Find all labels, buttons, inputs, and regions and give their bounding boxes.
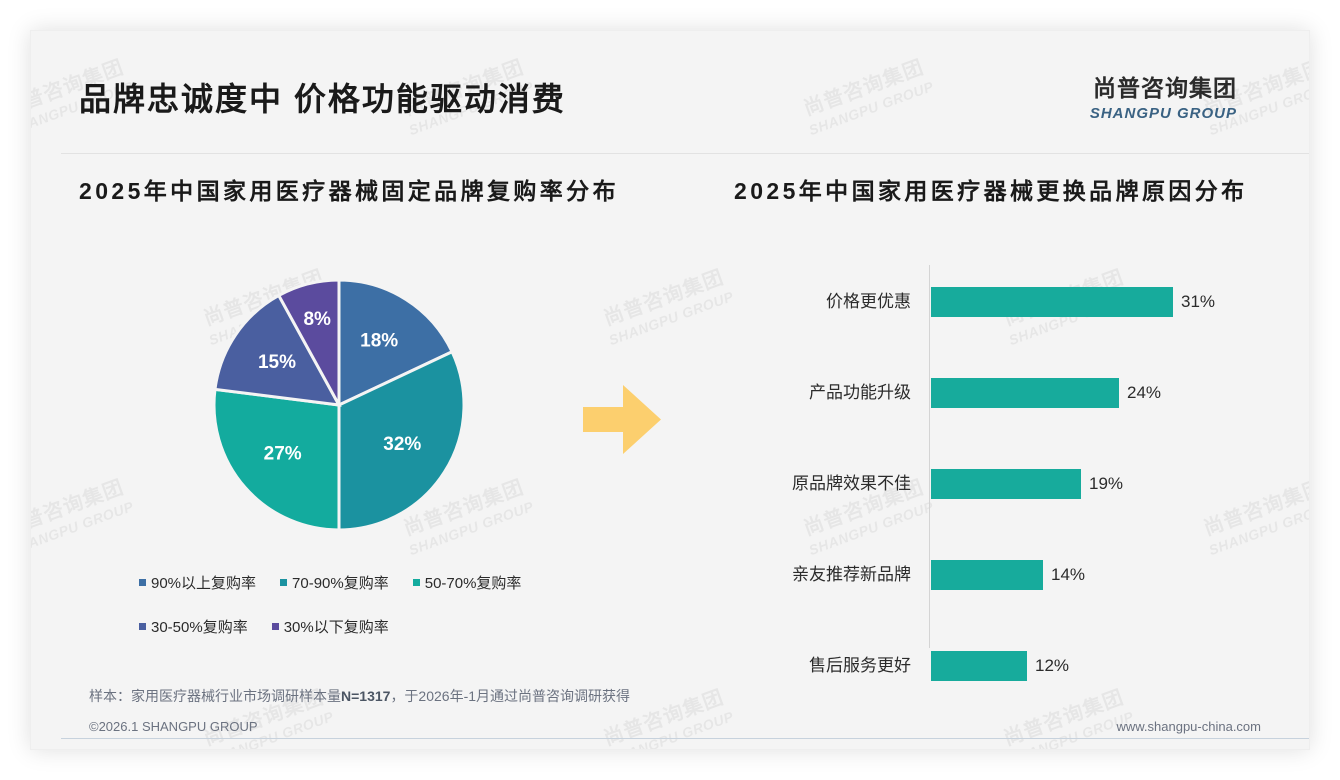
svg-text:15%: 15% [258,352,296,373]
svg-text:18%: 18% [360,331,398,352]
svg-text:32%: 32% [383,434,421,455]
svg-text:27%: 27% [264,444,302,465]
svg-text:8%: 8% [303,309,331,330]
